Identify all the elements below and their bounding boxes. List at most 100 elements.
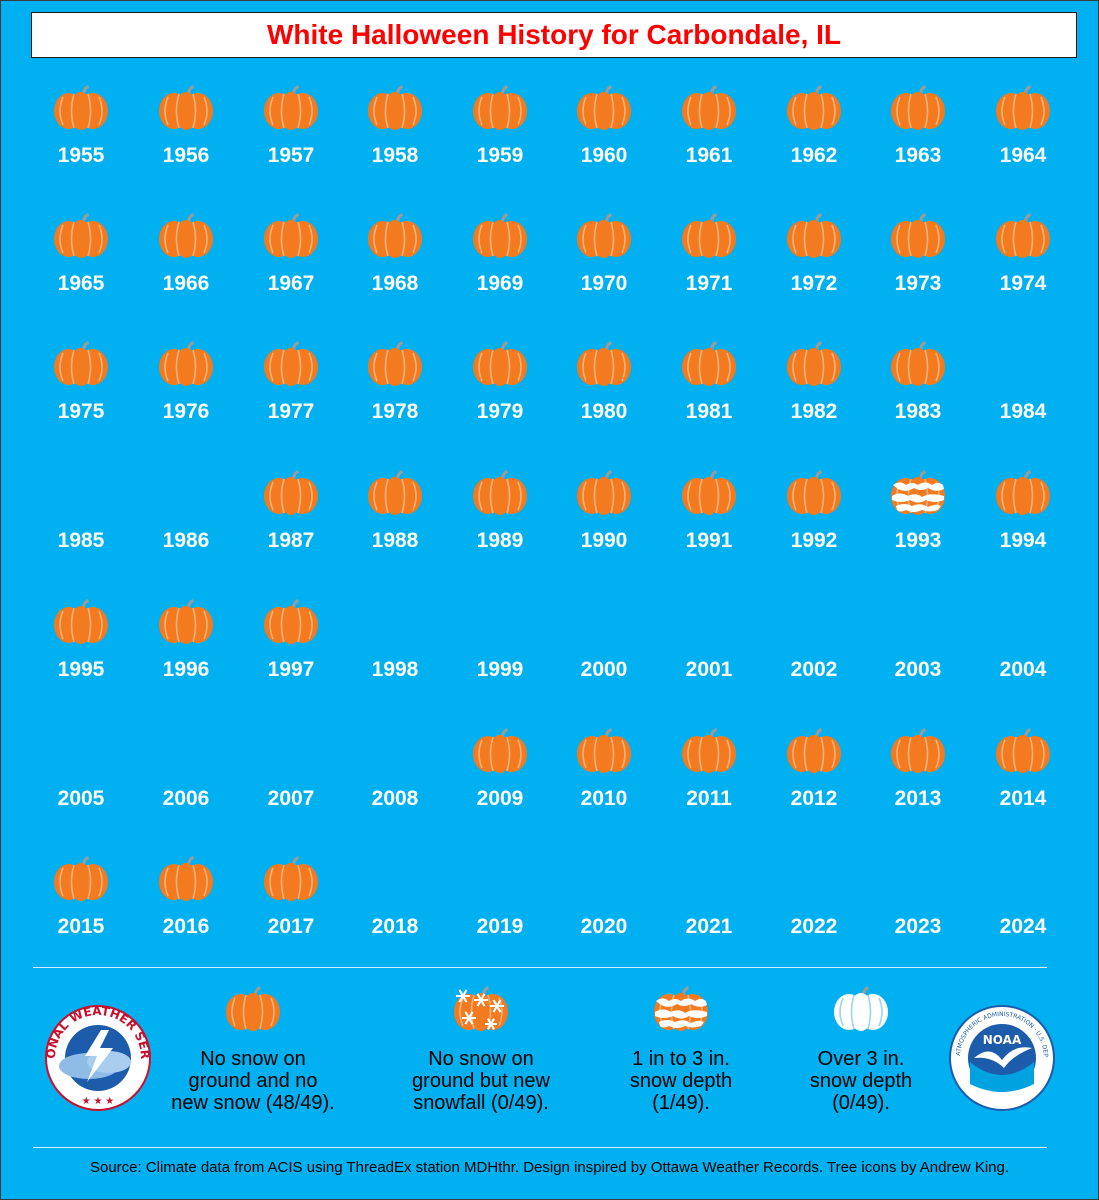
year-cell: 2001 [659, 597, 759, 707]
year-cell: 1957 [241, 83, 341, 193]
year-label: 2009 [476, 787, 524, 810]
year-cell: 2014 [973, 726, 1073, 836]
year-label: 2014 [999, 787, 1047, 810]
year-label: 1967 [267, 272, 315, 295]
year-label: 2024 [999, 915, 1047, 938]
year-cell: 1989 [450, 468, 550, 578]
year-label: 1961 [685, 144, 733, 167]
year-cell: 1983 [868, 339, 968, 449]
year-label: 2002 [790, 658, 838, 681]
year-cell: 2005 [31, 726, 131, 836]
legend-label-line: No snow on [200, 1048, 306, 1070]
year-label: 1976 [162, 400, 210, 423]
year-label: 1977 [267, 400, 315, 423]
year-label: 2013 [894, 787, 942, 810]
pumpkin-icon [54, 599, 108, 644]
year-cell: 2000 [554, 597, 654, 707]
year-label: 2023 [894, 915, 942, 938]
divider-top [33, 967, 1047, 968]
pumpkin-icon [159, 599, 213, 644]
year-cell: 2016 [136, 854, 236, 964]
year-label: 2012 [790, 787, 838, 810]
year-label: 1982 [790, 400, 838, 423]
year-label: 1955 [57, 144, 105, 167]
year-label: 2007 [267, 787, 315, 810]
pumpkin-icon [891, 213, 945, 258]
year-label: 1998 [371, 658, 419, 681]
pumpkin-icon [473, 213, 527, 258]
year-cell: 2010 [554, 726, 654, 836]
year-cell: 1990 [554, 468, 654, 578]
pumpkin-icon [368, 341, 422, 386]
pumpkin-icon [264, 341, 318, 386]
year-cell: 1960 [554, 83, 654, 193]
year-cell: 2019 [450, 854, 550, 964]
legend-label-line: new snow (48/49). [171, 1092, 335, 1114]
pumpkin-icon [577, 213, 631, 258]
year-label: 1972 [790, 272, 838, 295]
pumpkin-icon [473, 85, 527, 130]
year-label: 1999 [476, 658, 524, 681]
year-cell: 1979 [450, 339, 550, 449]
year-cell: 1986 [136, 468, 236, 578]
pumpkin-icon [787, 470, 841, 515]
year-label: 2005 [57, 787, 105, 810]
year-label: 1986 [162, 529, 210, 552]
pumpkin-icon [264, 85, 318, 130]
legend-label-line: snow depth [629, 1070, 733, 1092]
pumpkin-icon [682, 470, 736, 515]
pumpkin-icon [54, 85, 108, 130]
pumpkin-icon [54, 341, 108, 386]
year-cell: 1999 [450, 597, 550, 707]
pumpkin-icon [577, 728, 631, 773]
year-cell: 1972 [764, 211, 864, 321]
year-label: 1970 [580, 272, 628, 295]
year-label: 2018 [371, 915, 419, 938]
pumpkin-icon [996, 470, 1050, 515]
year-cell: 1991 [659, 468, 759, 578]
pumpkin-icon [159, 85, 213, 130]
year-cell: 1976 [136, 339, 236, 449]
pumpkin-icon [264, 599, 318, 644]
year-cell: 1977 [241, 339, 341, 449]
year-cell: 2018 [345, 854, 445, 964]
year-label: 1994 [999, 529, 1047, 552]
pumpkin-icon [577, 341, 631, 386]
legend-item: 1 in to 3 in. snow depth (1/49). [581, 984, 781, 1124]
pumpkin-icon [787, 341, 841, 386]
legend-label-line: 1 in to 3 in. [632, 1048, 730, 1070]
pumpkin-icon [54, 213, 108, 258]
nws-logo: NATIONAL WEATHER SERVICE ★ ★ ★ [34, 993, 157, 1117]
pumpkin-icon [159, 213, 213, 258]
year-label: 2003 [894, 658, 942, 681]
legend-label: 1 in to 3 in. snow depth (1/49). [581, 1048, 781, 1114]
year-label: 1987 [267, 529, 315, 552]
year-label: 2015 [57, 915, 105, 938]
legend-label-line: ground and no [188, 1070, 318, 1092]
year-label: 1997 [267, 658, 315, 681]
year-cell: 1981 [659, 339, 759, 449]
year-label: 1975 [57, 400, 105, 423]
year-label: 2010 [580, 787, 628, 810]
year-cell: 1985 [31, 468, 131, 578]
pumpkin-icon [264, 470, 318, 515]
year-cell: 1980 [554, 339, 654, 449]
year-cell: 1973 [868, 211, 968, 321]
year-cell: 1955 [31, 83, 131, 193]
year-label: 1981 [685, 400, 733, 423]
year-cell: 1998 [345, 597, 445, 707]
year-cell: 1994 [973, 468, 1073, 578]
year-label: 1965 [57, 272, 105, 295]
year-label: 2020 [580, 915, 628, 938]
legend-label: Over 3 in. snow depth (0/49). [761, 1048, 961, 1114]
source-note: Source: Climate data from ACIS using Thr… [89, 1159, 1010, 1176]
pumpkin-icon [787, 85, 841, 130]
year-cell: 1997 [241, 597, 341, 707]
year-label: 2022 [790, 915, 838, 938]
year-label: 1971 [685, 272, 733, 295]
year-label: 1956 [162, 144, 210, 167]
year-label: 1959 [476, 144, 524, 167]
legend-label-line: snowfall (0/49). [413, 1092, 549, 1114]
pumpkin-icon [226, 986, 280, 1031]
